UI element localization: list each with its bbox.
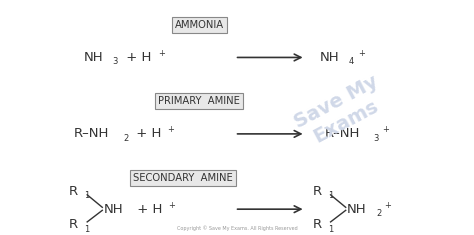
Text: AMMONIA: AMMONIA (174, 20, 224, 30)
Text: + H: + H (122, 51, 152, 64)
Text: + H: + H (132, 127, 161, 140)
Text: +: + (168, 200, 175, 210)
Text: 1: 1 (328, 192, 333, 200)
Text: +: + (382, 125, 389, 134)
Text: Copyright © Save My Exams. All Rights Reserved: Copyright © Save My Exams. All Rights Re… (177, 226, 297, 231)
Text: 2: 2 (376, 209, 381, 218)
Text: R: R (69, 218, 78, 231)
Text: 3: 3 (374, 133, 379, 143)
Text: NH: NH (346, 203, 366, 216)
Text: SECONDARY  AMINE: SECONDARY AMINE (133, 173, 233, 183)
Text: +: + (167, 125, 174, 134)
Text: R–NH: R–NH (74, 127, 109, 140)
Text: R: R (313, 218, 322, 231)
Text: PRIMARY  AMINE: PRIMARY AMINE (158, 96, 240, 106)
Text: NH: NH (83, 51, 103, 64)
Text: + H: + H (133, 203, 162, 216)
Text: +: + (358, 49, 365, 58)
Text: +: + (384, 200, 392, 210)
Text: 1: 1 (84, 225, 90, 234)
Text: R–NH: R–NH (324, 127, 360, 140)
Text: NH: NH (319, 51, 339, 64)
Text: R: R (313, 185, 322, 198)
Text: 2: 2 (123, 133, 128, 143)
Text: R: R (69, 185, 78, 198)
Text: Save My
Exams: Save My Exams (291, 72, 391, 152)
Text: 4: 4 (349, 57, 354, 66)
Text: 1: 1 (84, 192, 90, 200)
Text: NH: NH (103, 203, 123, 216)
Text: +: + (158, 49, 165, 58)
Text: 1: 1 (328, 225, 333, 234)
Text: 3: 3 (113, 57, 118, 66)
